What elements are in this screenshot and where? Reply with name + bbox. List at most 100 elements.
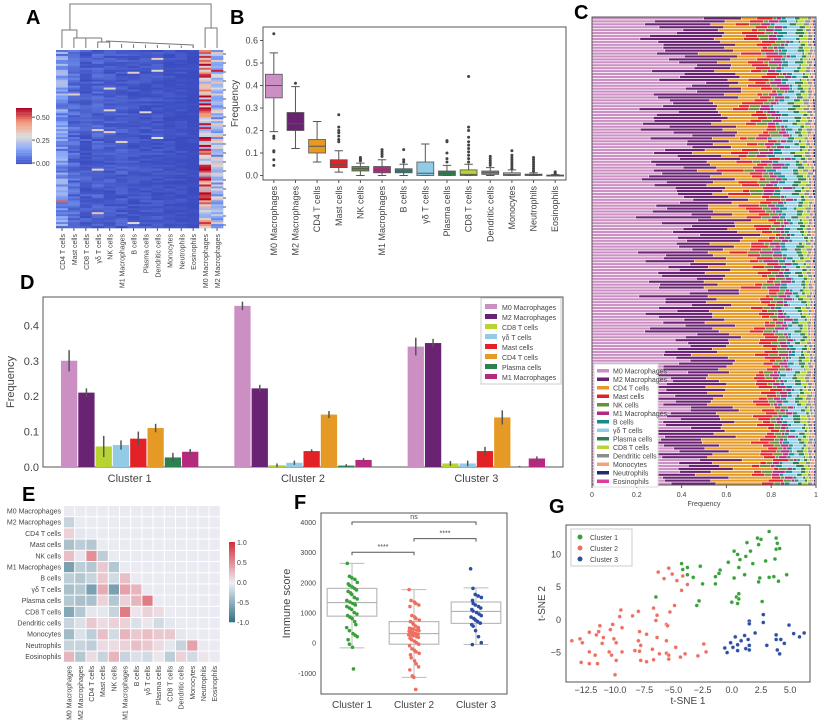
segment-m0-macrophages	[592, 274, 662, 277]
segment-dendritic-cells	[807, 37, 813, 40]
sample-bar	[592, 359, 816, 362]
heatmap-a-cell	[103, 146, 116, 150]
segment-gamma-delta-t-cells	[781, 70, 794, 73]
segment-neutrophils	[813, 280, 815, 283]
segment-monocytes	[811, 72, 815, 76]
segment-cd8-t-cells	[803, 298, 809, 301]
heatmap-a-cell	[175, 99, 188, 102]
segment-monocytes	[812, 37, 814, 40]
segment-cd4-t-cells	[731, 304, 767, 307]
segment-dendritic-cells	[809, 26, 811, 29]
segment-neutrophils	[814, 301, 815, 304]
heatmap-a-cell	[56, 133, 69, 136]
segment-gamma-delta-t-cells	[784, 204, 798, 207]
segment-monocytes	[808, 137, 813, 140]
segment-m2-macrophages	[663, 421, 735, 424]
segment-gamma-delta-t-cells	[778, 330, 794, 333]
segment-cd8-t-cells	[807, 479, 810, 482]
segment-plasma-cells	[798, 362, 805, 365]
segment-gamma-delta-t-cells	[792, 324, 798, 327]
box-flier	[467, 160, 471, 164]
heatmap-a-cell	[79, 150, 93, 154]
segment-neutrophils	[814, 359, 816, 362]
segment-cd8-t-cells	[800, 421, 807, 424]
heatmap-a-cell	[211, 162, 224, 166]
segment-gamma-delta-t-cells	[789, 230, 800, 234]
segment-dendritic-cells	[808, 450, 813, 453]
colorbar-e-segment	[229, 616, 235, 619]
segment-gamma-delta-t-cells	[786, 213, 797, 216]
heatmap-a-cell	[175, 166, 188, 169]
segment-cd8-t-cells	[804, 230, 808, 234]
segment-plasma-cells	[802, 435, 807, 438]
colorbar-e-segment	[229, 556, 235, 559]
segment-monocytes	[811, 178, 813, 181]
heatmap-a-cell	[91, 115, 105, 118]
heatmap-a-cell	[91, 150, 105, 154]
heatmap-a-cell	[115, 50, 128, 53]
segment-nk-cells	[770, 228, 776, 231]
segment-gamma-delta-t-cells	[787, 254, 798, 257]
heatmap-a-cell	[67, 142, 81, 146]
box-flier	[488, 154, 492, 158]
segment-nk-cells	[757, 143, 765, 146]
segment-cd4-t-cells	[733, 362, 763, 365]
panel-e-row-label: Plasma cells	[22, 598, 62, 605]
heatmap-a-cell	[79, 210, 93, 213]
heatmap-a-cell	[187, 65, 200, 69]
segment-plasma-cells	[796, 175, 804, 178]
segment-monocytes	[813, 49, 814, 52]
heatmap-a-cell	[103, 129, 116, 132]
segment-nk-cells	[769, 78, 774, 81]
segment-neutrophils	[814, 81, 816, 84]
heatmap-a-cell	[211, 204, 224, 207]
heatmap-a-cell	[79, 148, 93, 152]
segment-mast-cells	[749, 20, 764, 23]
segment-m2-macrophages	[657, 96, 739, 99]
segment-m0-macrophages	[592, 339, 675, 342]
heatmap-a-cell	[175, 61, 188, 65]
segment-cd4-t-cells	[723, 248, 750, 251]
swarm-point	[471, 609, 475, 613]
heatmap-a-cell	[115, 140, 128, 144]
corr-cell	[108, 651, 119, 662]
heatmap-a-cell	[103, 97, 116, 100]
segment-gamma-delta-t-cells	[796, 347, 802, 351]
segment-mast-cells	[751, 175, 763, 178]
segment-plasma-cells	[800, 409, 806, 412]
panel-g-ylabel: t-SNE 2	[537, 586, 548, 621]
heatmap-a-cell	[175, 91, 188, 94]
segment-dendritic-cells	[806, 233, 811, 236]
segment-nk-cells	[766, 113, 771, 117]
segment-nk-cells	[771, 421, 777, 424]
panel-e-col-label: B cells	[134, 665, 141, 686]
segment-gamma-delta-t-cells	[786, 321, 792, 324]
segment-m2-macrophages	[663, 105, 718, 108]
segment-m1-macrophages	[763, 189, 775, 193]
heatmap-a-cell	[211, 200, 224, 203]
scatter-point	[764, 643, 770, 648]
corr-cell	[97, 629, 108, 640]
swarm-point	[473, 603, 478, 607]
colorbar-a-segment	[16, 120, 32, 123]
segment-cd8-t-cells	[794, 102, 804, 105]
heatmap-a-cell	[139, 166, 152, 169]
heatmap-a-cell	[175, 198, 188, 201]
colorbar-e-segment	[229, 586, 235, 589]
sample-bar	[592, 230, 816, 234]
segment-mast-cells	[761, 75, 777, 79]
scatter-point	[610, 622, 615, 627]
panel-b-ytick-label: 0.2	[245, 126, 258, 136]
heatmap-a-cell	[67, 168, 81, 171]
segment-m1-macrophages	[776, 301, 784, 304]
heatmap-a-cell	[56, 222, 69, 225]
colorbar-a-segment	[16, 150, 32, 152]
box-flier	[337, 140, 341, 144]
heatmap-a-cell	[67, 137, 81, 140]
heatmap-a-column-label: B cells	[132, 234, 139, 255]
box-flier	[510, 167, 514, 171]
panel-f-ytick-label: 2000	[300, 580, 316, 587]
heatmap-a-cell	[199, 226, 212, 229]
segment-m0-macrophages	[592, 353, 664, 356]
legend-label-plasma-cells: Plasma cells	[613, 437, 653, 444]
